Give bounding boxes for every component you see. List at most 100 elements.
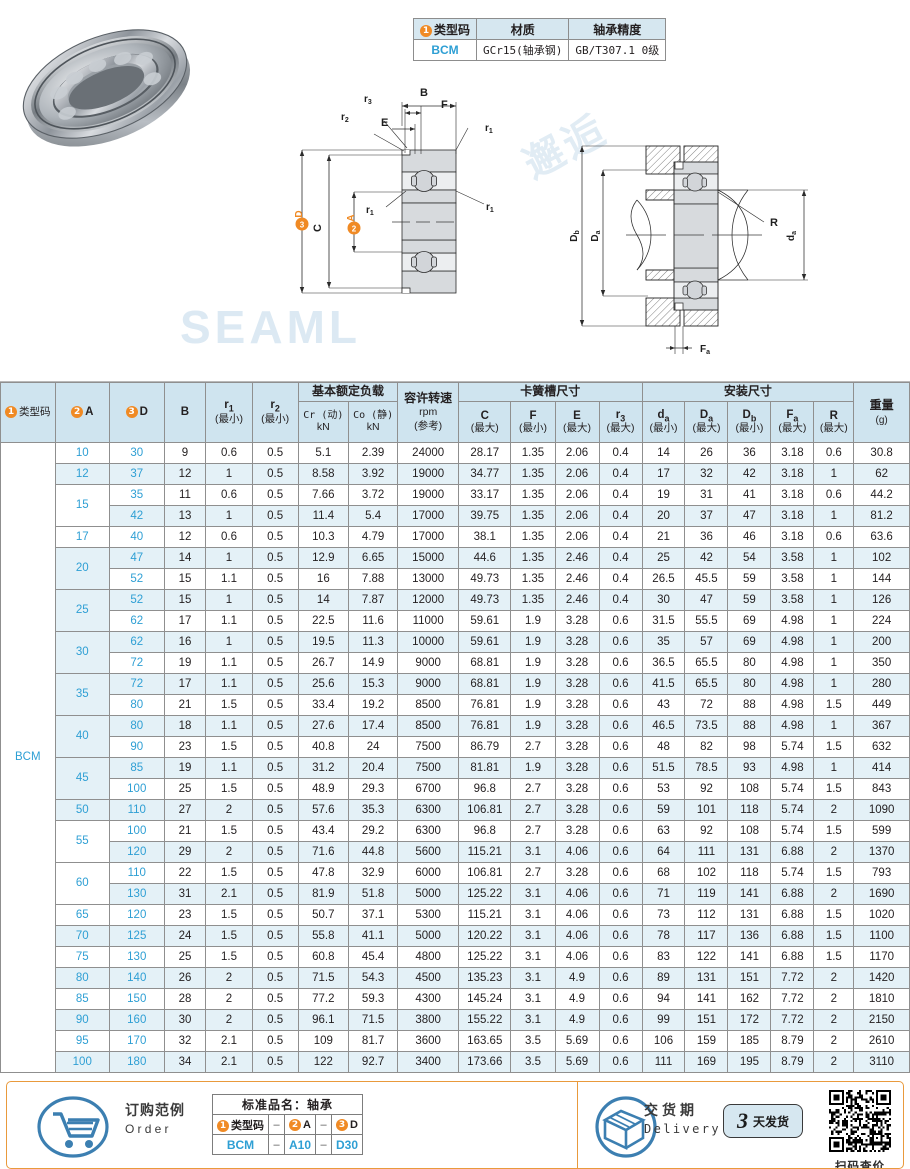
cell-r1: 1 — [205, 463, 253, 485]
cell-C: 81.81 — [458, 757, 512, 779]
cell-Cr: 77.2 — [297, 988, 349, 1010]
cell-B: 12 — [163, 526, 207, 548]
cell-r1: 2 — [205, 988, 253, 1010]
cell-da: 71 — [641, 883, 686, 905]
cell-Db: 69 — [727, 631, 772, 653]
cell-C: 44.6 — [458, 547, 512, 569]
order-label-en: Order — [125, 1122, 172, 1136]
cell-B: 28 — [163, 988, 207, 1010]
cell-C: 49.73 — [458, 589, 512, 611]
cell-r3: 0.6 — [598, 967, 643, 989]
cell-rpm: 8500 — [397, 694, 460, 716]
cell-da: 99 — [641, 1009, 686, 1031]
cell-E: 2.06 — [554, 505, 600, 527]
cell-A: 95 — [54, 1030, 110, 1052]
col-header-r1: r1 (最小) — [205, 382, 253, 443]
cell-r3: 0.6 — [598, 862, 643, 884]
cell-R: 1 — [813, 673, 855, 695]
cell-D: 62 — [109, 631, 165, 653]
cell-Cr: 19.5 — [297, 631, 349, 653]
table-row: 72 19 1.1 0.5 26.7 14.9 9000 68.81 1.9 3.28 0.6 36.… — [1, 652, 910, 674]
cell-Db: 195 — [727, 1051, 772, 1073]
cell-g: 843 — [853, 778, 910, 800]
cell-Da: 31 — [684, 484, 729, 506]
cell-r2: 0.5 — [251, 694, 299, 716]
cell-Db: 93 — [727, 757, 772, 779]
cell-rpm: 6300 — [397, 820, 460, 842]
cell-Db: 80 — [727, 673, 772, 695]
dim-label-E: E — [381, 117, 388, 129]
cell-C: 115.21 — [458, 841, 512, 863]
cell-Cr: 81.9 — [297, 883, 349, 905]
cell-B: 14 — [163, 547, 207, 569]
cell-E: 3.28 — [554, 694, 600, 716]
col-group-snap-groove: 卡簧槽尺寸 — [458, 382, 643, 402]
cell-Da: 82 — [684, 736, 729, 758]
cell-E: 3.28 — [554, 673, 600, 695]
cell-Co: 20.4 — [347, 757, 399, 779]
cell-E: 2.06 — [554, 442, 600, 464]
table-row: 45 85 19 1.1 0.5 31.2 20.4 7500 81.81 1.9 3.28 0.6 5… — [1, 757, 910, 800]
cell-C: 135.23 — [458, 967, 512, 989]
cell-r1: 1.5 — [205, 904, 253, 926]
order-separator: – — [268, 1114, 285, 1135]
cell-D: 85 — [109, 757, 165, 779]
table-row: 90 160 30 2 0.5 96.1 71.5 3800 155.22 3.1 4.9 0.6 99… — [1, 1009, 910, 1031]
cell-g: 2610 — [853, 1030, 910, 1052]
cell-C: 125.22 — [458, 883, 512, 905]
cell-Da: 122 — [684, 946, 729, 968]
col-header-da: da (最小) — [641, 401, 686, 443]
cell-r1: 1.5 — [205, 862, 253, 884]
cell-Db: 131 — [727, 841, 772, 863]
cell-r3: 0.6 — [598, 799, 643, 821]
cell-D: 100 — [109, 778, 165, 800]
cell-Cr: 22.5 — [297, 610, 349, 632]
cell-D: 30 — [109, 442, 165, 464]
cell-Da: 101 — [684, 799, 729, 821]
cell-Da: 117 — [684, 925, 729, 947]
cell-Da: 92 — [684, 778, 729, 800]
cell-Cr: 109 — [297, 1030, 349, 1052]
cell-A: 35 — [54, 673, 110, 716]
cell-Cr: 60.8 — [297, 946, 349, 968]
cell-D: 110 — [109, 799, 165, 821]
cell-Db: 118 — [727, 862, 772, 884]
cell-C: 28.17 — [458, 442, 512, 464]
cell-Da: 119 — [684, 883, 729, 905]
cell-Co: 32.9 — [347, 862, 399, 884]
cell-r3: 0.6 — [598, 631, 643, 653]
cell-r3: 0.6 — [598, 694, 643, 716]
cell-A: 70 — [54, 925, 110, 947]
cell-F: 2.7 — [510, 799, 556, 821]
cell-R: 2 — [813, 1051, 855, 1073]
cell-rpm: 4500 — [397, 967, 460, 989]
cell-r3: 0.4 — [598, 568, 643, 590]
cell-F: 1.35 — [510, 589, 556, 611]
badge-1-icon: 1 — [217, 1119, 229, 1132]
cell-Cr: 43.4 — [297, 820, 349, 842]
cell-rpm: 4800 — [397, 946, 460, 968]
cell-E: 2.06 — [554, 526, 600, 548]
cell-D: 35 — [109, 484, 165, 506]
cell-A: 17 — [54, 526, 110, 548]
cell-r2: 0.5 — [251, 967, 299, 989]
cell-Fa: 8.79 — [770, 1051, 815, 1073]
cell-r2: 0.5 — [251, 673, 299, 695]
cell-A: 90 — [54, 1009, 110, 1031]
cell-da: 53 — [641, 778, 686, 800]
cell-Fa: 3.58 — [770, 547, 815, 569]
cell-r3: 0.6 — [598, 820, 643, 842]
cell-Fa: 4.98 — [770, 694, 815, 716]
cell-r2: 0.5 — [251, 778, 299, 800]
cell-E: 3.28 — [554, 820, 600, 842]
cell-Fa: 3.58 — [770, 589, 815, 611]
cell-Da: 65.5 — [684, 652, 729, 674]
cell-C: 76.81 — [458, 694, 512, 716]
cell-C: 68.81 — [458, 673, 512, 695]
cell-R: 1.5 — [813, 925, 855, 947]
cell-R: 0.6 — [813, 484, 855, 506]
col-header-Cr: Cr (动) kN — [297, 401, 349, 443]
